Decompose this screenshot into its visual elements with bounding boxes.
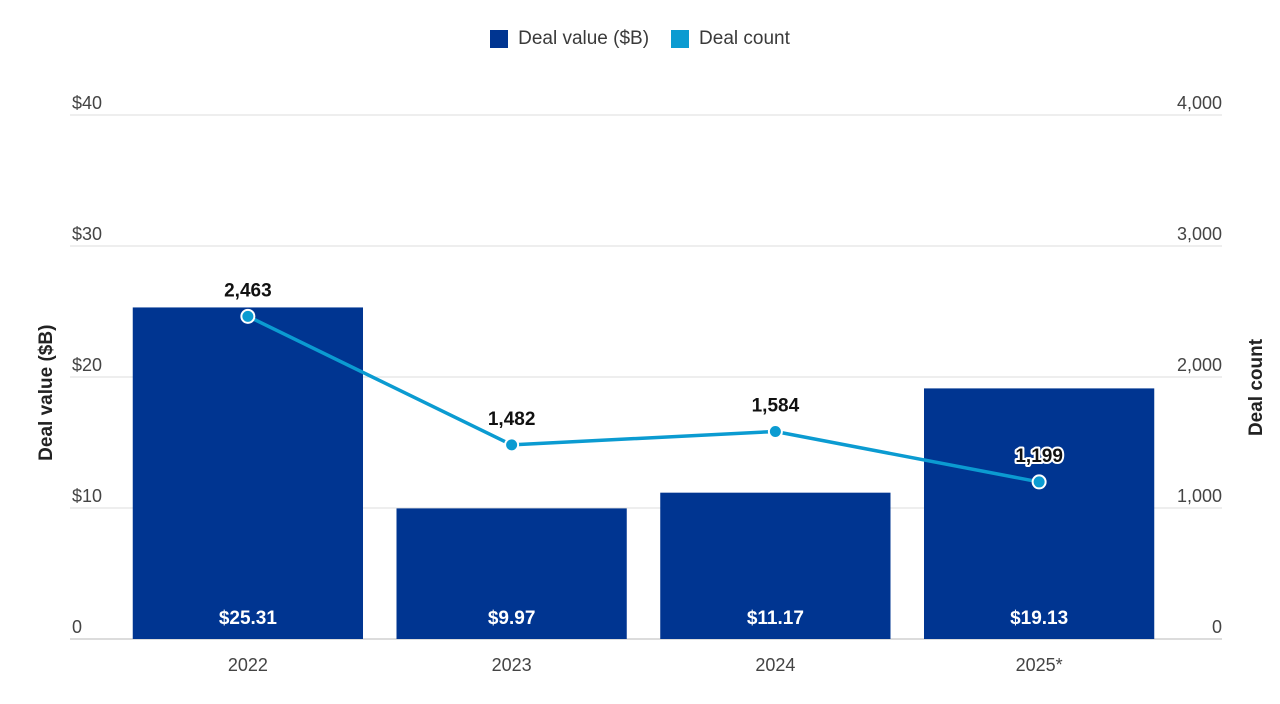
y-left-tick-label: 0 xyxy=(72,617,82,637)
bar-deal-value xyxy=(132,307,364,639)
bar-deal-value xyxy=(396,508,627,639)
line-deal-count xyxy=(247,314,1040,484)
point-deal-count xyxy=(767,423,783,439)
bar-deal-value xyxy=(660,492,891,639)
bar-value-label: $11.17 xyxy=(747,608,804,629)
legend-item-deal-value[interactable]: Deal value ($B) xyxy=(490,28,649,50)
point-value-label: 1,199 xyxy=(1015,446,1063,467)
x-tick-label: 2024 xyxy=(755,655,795,675)
y-right-tick-label: 2,000 xyxy=(1177,355,1222,375)
point-deal-count xyxy=(240,308,256,324)
bar-value-label: $9.97 xyxy=(488,608,536,629)
y-right-tick-label: 1,000 xyxy=(1177,486,1222,506)
y-left-tick-label: $10 xyxy=(72,486,102,506)
bar-deal-value xyxy=(923,388,1155,639)
y-right-axis-title: Deal count xyxy=(1246,338,1267,436)
point-deal-count xyxy=(1031,474,1047,490)
bar-value-label: $19.13 xyxy=(1010,608,1068,629)
legend-label-deal-value: Deal value ($B) xyxy=(518,28,650,49)
x-tick-label: 2022 xyxy=(228,655,268,675)
legend-swatch-deal-count xyxy=(671,30,690,48)
point-value-label: 1,482 xyxy=(488,409,536,430)
point-value-label: 2,463 xyxy=(224,280,272,301)
y-left-axis-title: Deal value ($B) xyxy=(36,325,57,461)
x-tick-label: 2023 xyxy=(492,655,532,675)
bar-value-label: $25.31 xyxy=(219,608,278,629)
legend-label-deal-count: Deal count xyxy=(699,28,790,49)
x-tick-label: 2025* xyxy=(1016,655,1063,675)
y-left-tick-label: $40 xyxy=(72,93,102,113)
y-left-tick-label: $30 xyxy=(72,224,102,244)
point-value-label: 1,584 xyxy=(752,395,800,416)
point-deal-count xyxy=(504,437,520,453)
y-right-tick-label: 0 xyxy=(1212,617,1222,637)
legend-item-deal-count[interactable]: Deal count xyxy=(671,28,790,50)
y-right-tick-label: 4,000 xyxy=(1177,93,1222,113)
legend-swatch-deal-value xyxy=(490,30,509,48)
y-right-tick-label: 3,000 xyxy=(1177,224,1222,244)
chart-legend: Deal value ($B) Deal count xyxy=(0,28,1280,50)
y-left-tick-label: $20 xyxy=(72,355,102,375)
